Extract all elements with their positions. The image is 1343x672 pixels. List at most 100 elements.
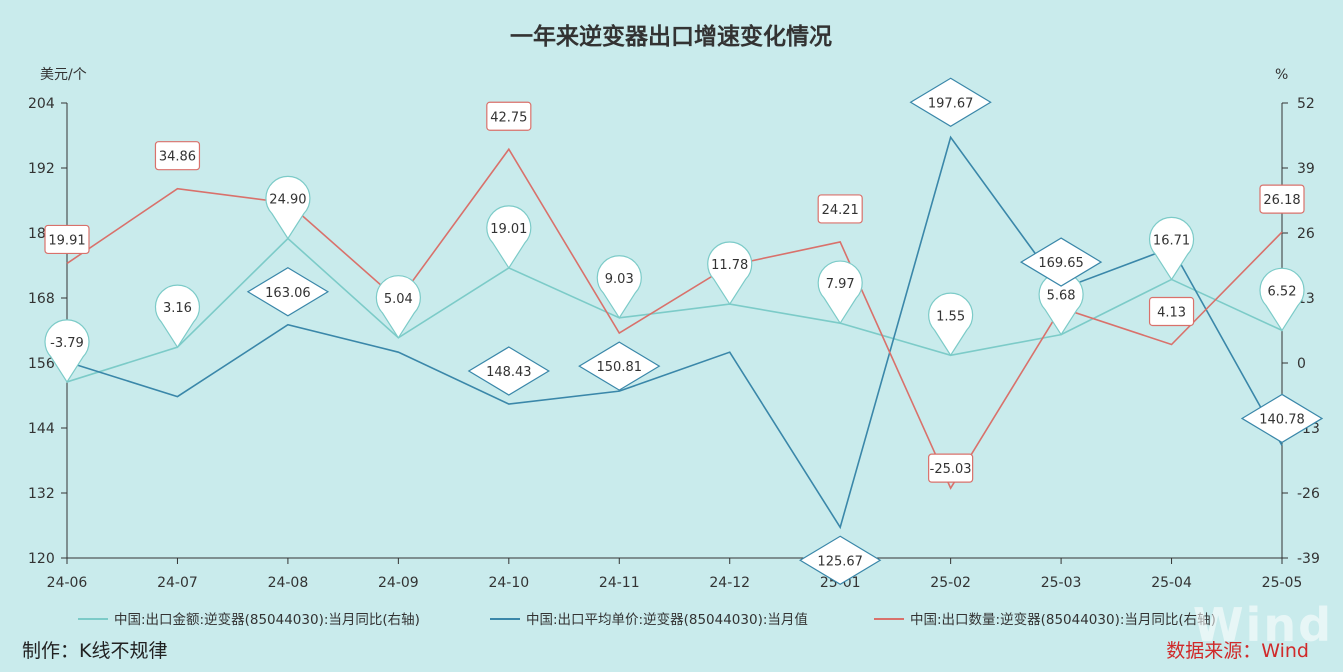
pin-marker: 5.68 xyxy=(1038,271,1084,336)
box-marker: 26.18 xyxy=(1259,184,1305,214)
pin-marker: 19.01 xyxy=(486,205,532,270)
pin-shape xyxy=(265,175,311,240)
box-marker: 24.21 xyxy=(817,194,863,224)
right-tick-label: 0 xyxy=(1297,356,1306,372)
x-tick-label: 25-03 xyxy=(1041,575,1082,591)
pin-marker: -3.79 xyxy=(44,319,90,384)
pin-label: 11.78 xyxy=(711,258,748,273)
data-labels: -3.79 3.16 24.90 5.04 19.01 9.03 11.78 7.97 1.55… xyxy=(44,77,1324,585)
left-axis-label: 美元/个 xyxy=(40,67,87,83)
box-label: 24.21 xyxy=(822,203,859,218)
right-tick-label: -26 xyxy=(1297,486,1320,502)
diamond-marker: 163.06 xyxy=(246,267,330,317)
box-shape xyxy=(928,453,974,483)
box-shape xyxy=(486,101,532,131)
left-tick-label: 18 xyxy=(28,226,46,242)
diamond-shape xyxy=(799,535,882,585)
left-tick-label: 168 xyxy=(28,291,55,307)
pin-label: 5.04 xyxy=(384,292,413,307)
series-line xyxy=(66,147,1283,490)
pin-marker: 5.04 xyxy=(375,275,421,339)
pin-label: -3.79 xyxy=(50,336,84,351)
diamond-marker: 150.81 xyxy=(578,341,661,391)
right-tick-label: 39 xyxy=(1297,161,1315,177)
box-label: 34.86 xyxy=(159,150,196,165)
diamond-marker: 140.78 xyxy=(1240,393,1324,444)
diamond-marker: 197.67 xyxy=(909,77,992,127)
x-tick-label: 24-07 xyxy=(157,575,198,591)
pin-marker: 11.78 xyxy=(707,241,753,306)
box-shape xyxy=(817,194,863,224)
pin-shape xyxy=(707,241,753,306)
x-tick-label: 24-09 xyxy=(378,575,419,591)
box-marker: -25.03 xyxy=(928,453,974,483)
chart-title: 一年来逆变器出口增速变化情况 xyxy=(510,23,832,50)
box-shape xyxy=(154,141,201,171)
diamond-label: 125.67 xyxy=(817,554,863,569)
diamond-shape xyxy=(1240,393,1324,444)
box-marker: 42.75 xyxy=(486,101,532,131)
box-marker: 19.91 xyxy=(44,224,90,255)
box-marker: 4.13 xyxy=(1148,296,1195,327)
diamond-shape xyxy=(909,77,992,127)
pin-marker: 7.97 xyxy=(817,260,863,325)
diamond-shape xyxy=(246,267,330,317)
x-tick-label: 25-02 xyxy=(930,575,971,591)
box-label: 26.18 xyxy=(1263,193,1300,208)
left-tick-label: 156 xyxy=(28,356,55,372)
left-tick-label: 204 xyxy=(28,96,55,112)
pin-shape xyxy=(44,319,90,384)
box-shape xyxy=(1148,296,1195,327)
legend-entry: 中国:出口数量:逆变器(85044030):当月同比(右轴) xyxy=(910,612,1216,628)
pin-shape xyxy=(928,292,974,357)
left-tick-label: 120 xyxy=(28,551,55,567)
pin-label: 9.03 xyxy=(605,272,634,287)
pin-label: 3.16 xyxy=(163,301,192,316)
credit-text: 制作：K线不规律 xyxy=(22,640,168,662)
pin-label: 24.90 xyxy=(269,193,306,208)
pin-shape xyxy=(596,255,642,319)
pin-label: 5.68 xyxy=(1047,289,1076,304)
x-tick-label: 25-04 xyxy=(1151,575,1192,591)
pin-marker: 3.16 xyxy=(154,284,201,349)
pin-label: 6.52 xyxy=(1268,284,1297,299)
legend: 中国:出口金额:逆变器(85044030):当月同比(右轴) 中国:出口平均单价:… xyxy=(78,612,1216,628)
box-label: 42.75 xyxy=(490,110,527,125)
series-lines xyxy=(66,135,1283,530)
x-tick-label: 25-05 xyxy=(1262,575,1303,591)
x-tick-label: 24-08 xyxy=(268,575,309,591)
pin-label: 1.55 xyxy=(936,309,965,324)
diamond-shape xyxy=(578,341,661,391)
diamond-label: 197.67 xyxy=(928,96,974,111)
pin-marker: 6.52 xyxy=(1259,267,1305,332)
x-tick-label: 24-12 xyxy=(709,575,750,591)
pin-label: 16.71 xyxy=(1153,233,1190,248)
box-shape xyxy=(1259,184,1305,214)
pin-shape xyxy=(1148,216,1195,281)
diamond-shape xyxy=(1019,237,1103,287)
pin-marker: 16.71 xyxy=(1148,216,1195,281)
pin-marker: 9.03 xyxy=(596,255,642,319)
x-tick-label: 24-10 xyxy=(488,575,529,591)
pin-label: 7.97 xyxy=(826,277,855,292)
box-label: 19.91 xyxy=(48,233,85,248)
diamond-shape xyxy=(467,346,550,396)
pin-shape xyxy=(375,275,421,339)
diamond-marker: 125.67 xyxy=(799,535,882,585)
right-tick-label: 26 xyxy=(1297,226,1315,242)
wind-watermark: Wind xyxy=(1192,598,1333,652)
legend-entry: 中国:出口金额:逆变器(85044030):当月同比(右轴) xyxy=(114,612,420,628)
pin-shape xyxy=(486,205,532,270)
left-tick-label: 144 xyxy=(28,421,55,437)
series-line xyxy=(66,135,1283,530)
right-tick-label: -39 xyxy=(1297,551,1320,567)
diamond-label: 163.06 xyxy=(265,286,311,301)
diamond-label: 148.43 xyxy=(486,365,532,380)
x-tick-label: 24-06 xyxy=(47,575,88,591)
pin-shape xyxy=(817,260,863,325)
right-axis-label: % xyxy=(1275,67,1288,83)
left-tick-label: 192 xyxy=(28,161,55,177)
pin-marker: 24.90 xyxy=(265,175,311,240)
x-tick-label: 24-11 xyxy=(599,575,640,591)
